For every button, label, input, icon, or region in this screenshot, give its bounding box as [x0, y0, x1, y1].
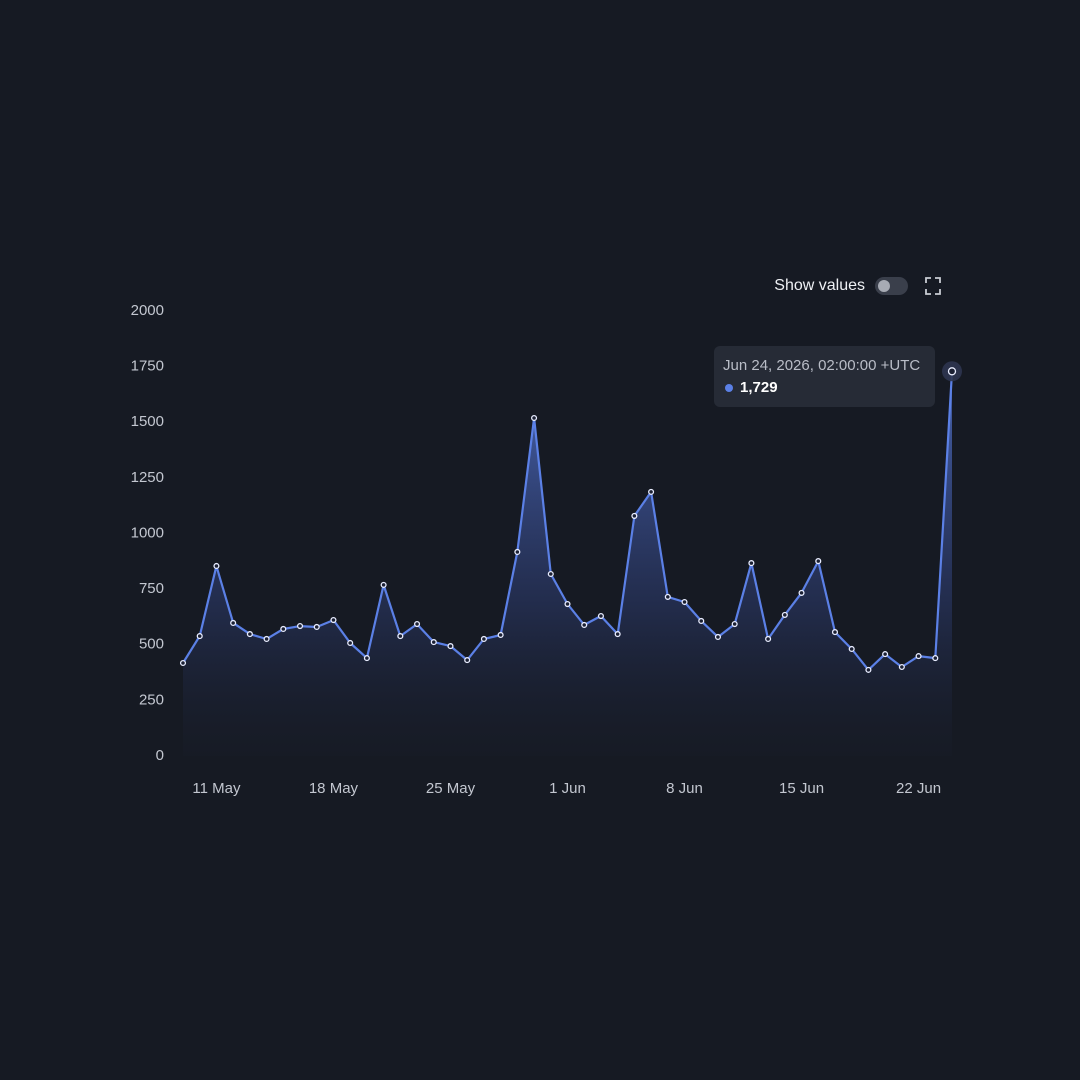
toggle-label: Show values [774, 277, 865, 294]
data-point [915, 653, 922, 660]
data-point [614, 631, 621, 638]
data-point [464, 657, 471, 664]
x-tick-label: 8 Jun [666, 780, 703, 797]
data-point [932, 655, 939, 662]
data-point [664, 593, 671, 600]
y-tick-label: 250 [139, 691, 164, 708]
data-point [898, 663, 905, 671]
data-point [347, 639, 354, 647]
data-point [831, 629, 839, 636]
data-point [798, 589, 805, 596]
x-tick-label: 11 May [192, 780, 241, 797]
y-tick-label: 500 [139, 636, 164, 653]
tooltip-title: Jun 24, 2026, 02:00:00 +UTC [723, 357, 920, 374]
data-point [380, 581, 387, 588]
x-tick-label: 1 Jun [549, 780, 586, 797]
data-point [681, 598, 688, 606]
data-point [246, 631, 253, 638]
tooltip-value: 1,729 [740, 379, 778, 396]
x-tick-label: 18 May [309, 780, 359, 797]
area-fill [183, 371, 952, 756]
y-tick-label: 1750 [131, 358, 164, 375]
data-point [280, 625, 287, 633]
plot: 0 250 500 750 1000 1250 1500 1750 2000 11 May 18 M… [131, 302, 962, 797]
data-point [447, 643, 454, 650]
data-point [748, 560, 755, 567]
y-tick-label: 1250 [131, 469, 164, 486]
data-point [848, 645, 855, 653]
data-point [313, 623, 320, 630]
data-point [714, 633, 722, 641]
fullscreen-button[interactable] [922, 274, 944, 298]
data-point [597, 612, 604, 620]
tooltip-box [714, 346, 935, 407]
data-point [213, 562, 220, 570]
data-point [330, 617, 337, 624]
data-point [230, 619, 237, 626]
x-tick-label: 22 Jun [896, 780, 941, 797]
data-point [564, 600, 571, 608]
data-point [815, 558, 822, 565]
data-point [631, 512, 638, 519]
data-point [765, 635, 772, 643]
y-tick-label: 0 [156, 747, 164, 764]
y-tick-label: 750 [139, 580, 164, 597]
data-point [497, 631, 504, 639]
data-point [547, 570, 554, 578]
data-point [698, 617, 705, 624]
tooltip-swatch [725, 384, 733, 392]
data-point [648, 488, 655, 495]
data-point [296, 623, 304, 630]
data-point [947, 367, 957, 376]
x-tick-label: 25 May [426, 780, 476, 797]
data-point [480, 635, 487, 643]
data-point [514, 548, 521, 556]
data-point [731, 621, 738, 628]
y-tick-label: 2000 [131, 302, 164, 319]
data-point [179, 659, 187, 667]
y-tick-label: 1000 [131, 524, 164, 541]
data-point [781, 611, 788, 618]
y-tick-label: 1500 [131, 413, 164, 430]
data-point [882, 651, 889, 658]
data-point [263, 635, 270, 643]
show-values-toggle[interactable] [875, 277, 908, 295]
data-point [196, 633, 203, 640]
data-point [531, 414, 538, 422]
data-point [581, 621, 588, 628]
data-point [397, 633, 404, 640]
tooltip: Jun 24, 2026, 02:00:00 +UTC 1,729 [714, 346, 935, 407]
data-point [865, 666, 872, 673]
data-point [430, 639, 437, 646]
x-tick-label: 15 Jun [779, 780, 824, 797]
data-point [363, 655, 370, 662]
data-point [413, 621, 421, 628]
